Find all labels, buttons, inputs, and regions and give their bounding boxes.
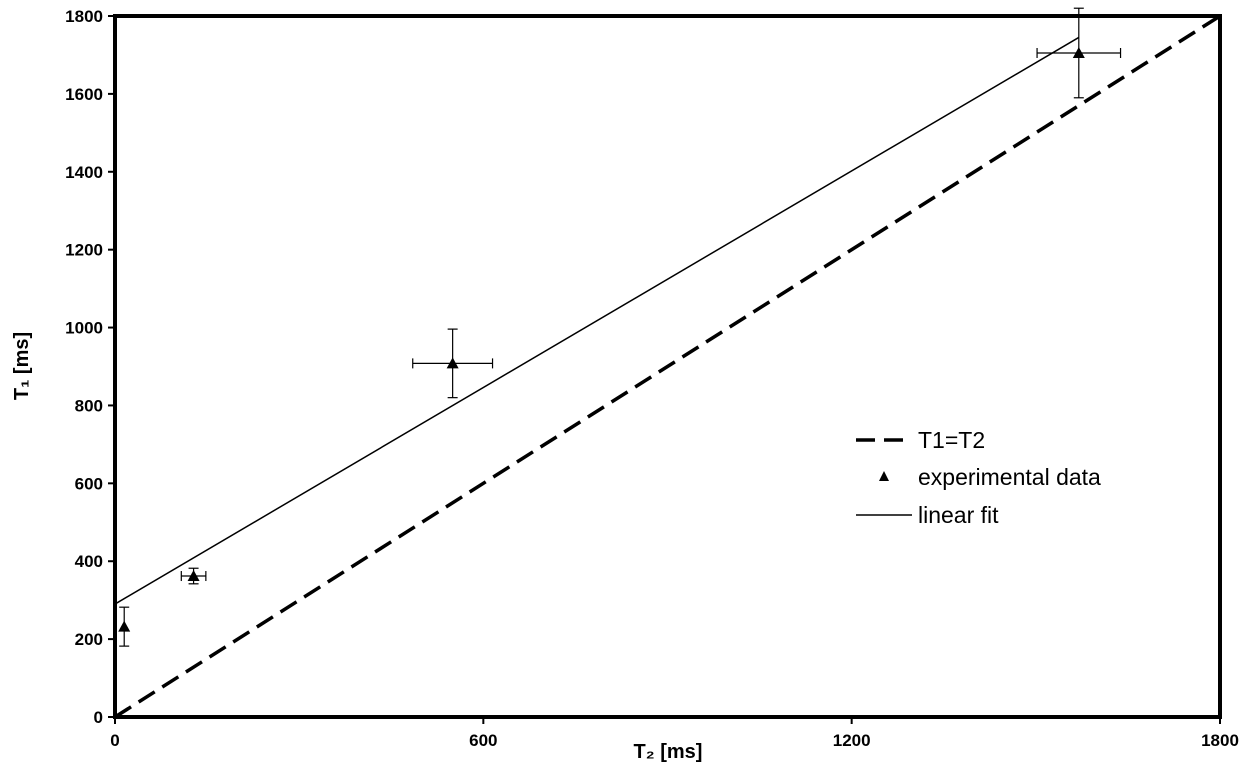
legend-swatch-experimental-data xyxy=(879,471,889,481)
data-point-triangle xyxy=(1072,46,1085,58)
legend-label-linear-fit: linear fit xyxy=(918,502,999,528)
y-tick-label: 400 xyxy=(75,552,103,571)
plot-area-border xyxy=(113,14,1222,719)
y-tick-label: 600 xyxy=(75,474,103,493)
y-tick-label: 0 xyxy=(94,708,103,727)
legend-label-identity-line: T1=T2 xyxy=(918,427,985,453)
y-tick-label: 200 xyxy=(75,630,103,649)
ticks-layer: 0 600 1200 1800 0 200 400 600 800 1000 1200 1400 160… xyxy=(65,7,1239,750)
data-point-triangle xyxy=(446,357,459,369)
x-tick-label: 1800 xyxy=(1201,731,1239,750)
y-tick-label: 1400 xyxy=(65,163,103,182)
series-layer xyxy=(114,7,1221,719)
x-tick-label: 600 xyxy=(469,731,497,750)
x-tick-label: 1200 xyxy=(833,731,871,750)
y-tick-label: 1000 xyxy=(65,319,103,338)
identity-line xyxy=(114,14,1221,719)
y-tick-label: 800 xyxy=(75,396,103,415)
legend: T1=T2 experimental data linear fit xyxy=(856,427,1101,528)
y-tick-label: 1200 xyxy=(65,241,103,260)
data-point-triangle xyxy=(118,620,131,632)
plot-frame-layer xyxy=(113,14,1222,719)
x-tick-label: 0 xyxy=(110,731,119,750)
linear-fit-line xyxy=(114,36,1080,605)
y-axis-title: T₁ [ms] xyxy=(11,332,33,400)
legend-label-experimental-data: experimental data xyxy=(918,464,1101,490)
y-tick-label: 1600 xyxy=(65,85,103,104)
y-tick-label: 1800 xyxy=(65,7,103,26)
data-point-triangle xyxy=(187,570,200,582)
x-axis-title: T₂ [ms] xyxy=(634,741,703,763)
